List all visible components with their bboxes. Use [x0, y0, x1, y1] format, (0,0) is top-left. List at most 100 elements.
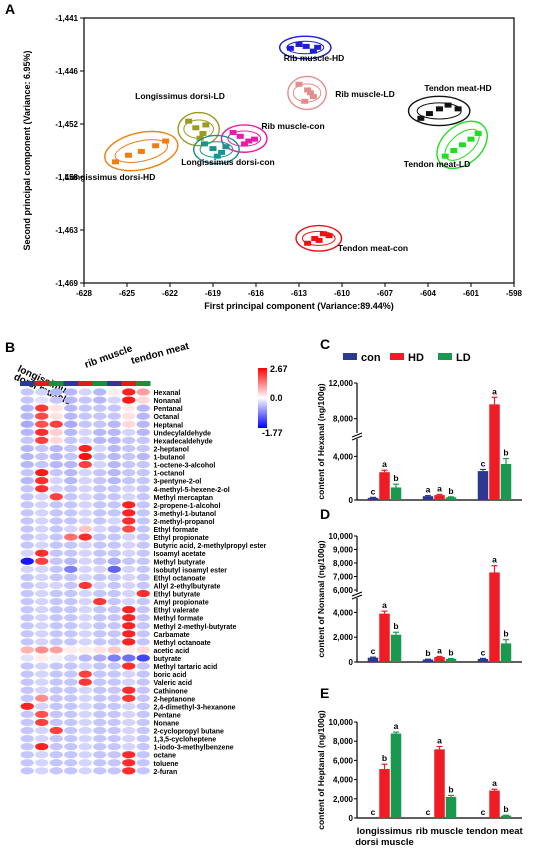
significance-letter: a [492, 778, 497, 788]
heatmap-cell [93, 767, 107, 775]
pca-point [458, 142, 466, 148]
pca-point [425, 111, 433, 117]
heatmap-cell [93, 541, 107, 549]
heatmap-cell [93, 718, 107, 727]
pca-group-label: Rib muscle-LD [335, 89, 395, 99]
heatmap-cell [64, 767, 78, 775]
bar-y-tick-label: 8,000 [333, 737, 354, 746]
pca-group-label: Rib muscle-HD [284, 53, 344, 63]
bar-HD [434, 749, 445, 818]
heatmap-cell [64, 436, 78, 445]
heatmap-row-label: Methyl mercaptan [154, 495, 214, 502]
heatmap-cell [20, 573, 34, 582]
heatmap-cell [64, 517, 78, 525]
heatmap-cell [20, 428, 34, 436]
pca-ellipse-7 [104, 130, 179, 172]
bar-x-category-label: rib muscle [416, 826, 464, 837]
heatmap-cell [64, 606, 78, 614]
heatmap-cell [35, 614, 49, 622]
bar-LD [500, 464, 512, 500]
pca-point [213, 153, 221, 159]
heatmap-cell [107, 501, 121, 509]
heatmap-cell [122, 428, 136, 436]
heatmap-cell [49, 549, 63, 557]
pca-x-tick-label: -616 [248, 289, 265, 298]
heatmap-cell [78, 517, 92, 525]
heatmap-cell [78, 444, 92, 453]
heatmap-cell [78, 565, 92, 573]
heatmap-row-label: Isoamyl acetate [154, 551, 206, 558]
bar-LD [445, 796, 457, 818]
pca-x-tick-label: -598 [506, 289, 523, 298]
heatmap-cell [78, 630, 92, 638]
heatmap-cell [107, 767, 121, 775]
heatmap-cell [122, 606, 136, 614]
bar-con [422, 496, 434, 500]
heatmap-cell [93, 565, 107, 573]
heatmap-cell [64, 630, 78, 638]
heatmap-cell [20, 525, 34, 533]
heatmap-cell [49, 759, 63, 767]
heatmap-cell [64, 686, 78, 694]
bar-HD [434, 657, 445, 662]
heatmap-cell [49, 565, 63, 573]
heatmap-cell [35, 597, 49, 606]
heatmap-row-label: Isobutyl isoamyl ester [154, 567, 228, 574]
heatmap-row-label: Amyl propionate [154, 600, 209, 607]
significance-letter: c [481, 807, 486, 817]
heatmap-cell [35, 589, 49, 598]
significance-letter: a [492, 555, 497, 565]
heatmap-row-label: acetic acid [154, 648, 190, 655]
heatmap-row-label: 2-methyl-propanol [154, 519, 215, 526]
heatmap-cell [78, 436, 92, 445]
heatmap-cell [35, 517, 49, 525]
heatmap-cell [122, 638, 136, 646]
pca-point [229, 130, 237, 136]
heatmap-cell [64, 557, 78, 565]
heatmap-cell [122, 702, 136, 710]
heatmap-cell [107, 678, 121, 686]
heatmap-cell [64, 573, 78, 582]
heatmap-column-bar [92, 381, 107, 386]
bar-LD [500, 815, 512, 818]
heatmap-cell [93, 726, 107, 735]
heatmap-cell [78, 493, 92, 501]
bar-HD [379, 472, 390, 500]
heatmap-cell [93, 444, 107, 453]
heatmap-row-label: 1,3,5-cycloheptene [154, 737, 217, 744]
heatmap-row-label: 2,4-dimethyl-3-hexanone [154, 704, 236, 711]
heatmap-row-label: Octanal [154, 414, 180, 421]
heatmap-row-label: 1-butanol [154, 455, 186, 462]
heatmap-cell [136, 622, 150, 630]
heatmap-cell [93, 694, 107, 702]
heatmap-cell [20, 412, 34, 420]
heatmap-row-label: Pentanal [154, 406, 183, 413]
heatmap-cell [93, 517, 107, 525]
bar-LD [445, 497, 457, 500]
pca-point [319, 231, 327, 237]
heatmap-row-label: Ethyl propionate [154, 535, 209, 542]
pca-point [304, 240, 312, 246]
heatmap-cell [78, 412, 92, 420]
heatmap-cell [35, 428, 49, 436]
heatmap-cell [107, 452, 121, 461]
heatmap-cell [64, 525, 78, 533]
pca-ellipse-4 [177, 111, 220, 147]
heatmap-cell [93, 759, 107, 767]
pca-inner-ellipse-8 [301, 230, 336, 246]
heatmap-row-label: 2-heptanone [154, 696, 196, 703]
heatmap-cell [49, 509, 63, 517]
heatmap-cell [20, 509, 34, 517]
heatmap-cell [136, 444, 150, 453]
heatmap-cell [107, 549, 121, 557]
heatmap-cell [35, 767, 49, 775]
heatmap-cell [107, 654, 121, 662]
heatmap-cell [35, 622, 49, 630]
heatmap-cell [78, 670, 92, 678]
heatmap-cell [122, 662, 136, 670]
heatmap-cell [136, 477, 150, 485]
heatmap-cell [107, 533, 121, 541]
heatmap-cell [93, 710, 107, 719]
heatmap-cell [49, 702, 63, 710]
heatmap-row-label: 2-furan [154, 769, 178, 776]
